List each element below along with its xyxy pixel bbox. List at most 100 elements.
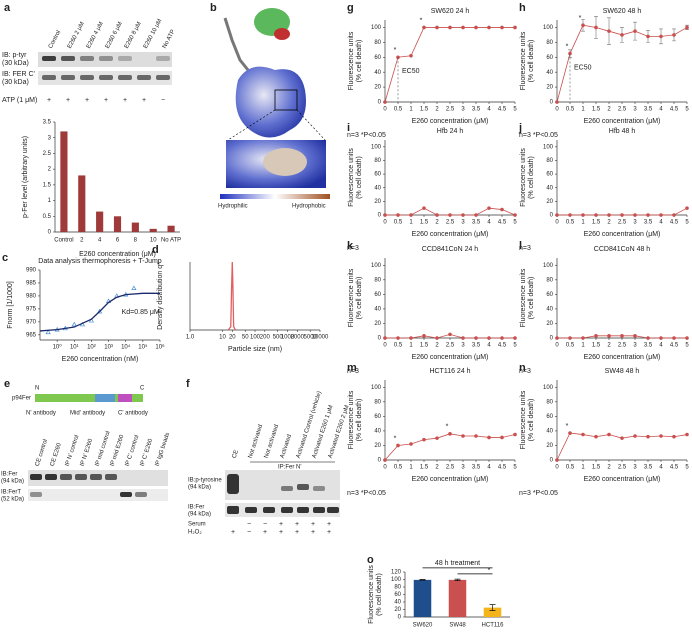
point xyxy=(607,432,611,437)
point xyxy=(409,213,413,217)
point xyxy=(646,213,650,217)
y-tick-label: 0 xyxy=(550,213,554,219)
y-tick-label: 40 xyxy=(374,185,381,191)
x-tick-label: 1 xyxy=(581,465,585,471)
x-tick-label: 0.5 xyxy=(566,343,575,349)
x-tick-label: 4.5 xyxy=(498,465,507,471)
sign: + xyxy=(327,521,331,528)
annotation: Kd=0.85 μM xyxy=(122,309,160,316)
lane-label: IP C' control xyxy=(125,434,141,467)
row-label: IB:Fer xyxy=(188,505,204,511)
ip-label: IP:Fer N' xyxy=(278,465,301,471)
x-tick-label: 4 xyxy=(98,238,102,244)
point xyxy=(685,25,689,30)
x-tick-label: 0 xyxy=(555,220,559,226)
chart-title: Hfb 48 h xyxy=(609,128,636,135)
lane-label: E260 4 μM xyxy=(86,21,105,50)
sign: + xyxy=(142,97,146,104)
point xyxy=(513,213,517,217)
error-bar xyxy=(419,579,426,581)
lane-label: IP C' E260 xyxy=(140,438,155,467)
point xyxy=(633,434,637,438)
point xyxy=(383,458,387,462)
x-tick-label: 500 xyxy=(273,335,284,341)
x-axis-label: E260 concentration (μM) xyxy=(584,476,661,483)
x-tick-label: Control xyxy=(54,238,73,244)
lane-label: IP mid E260 xyxy=(110,434,126,467)
line xyxy=(227,261,237,331)
x-axis-label: E260 concentration (μM) xyxy=(412,118,489,125)
x-tick-label: 2.5 xyxy=(446,107,455,113)
y-axis-label: Fluorescence units xyxy=(520,390,527,449)
significance: * xyxy=(394,47,397,54)
x-tick-label: 10 xyxy=(219,335,226,341)
point xyxy=(555,100,559,104)
x-tick-label: 2.5 xyxy=(618,107,627,113)
point xyxy=(500,207,504,212)
point xyxy=(474,213,478,217)
x-tick-label: 4 xyxy=(659,465,663,471)
x-tick-label: 10⁵ xyxy=(138,344,148,351)
y-tick-label: 100 xyxy=(371,385,382,391)
protein-label: p94Fer xyxy=(12,396,31,402)
lane-label: IP IgG beads xyxy=(155,432,171,467)
x-tick-label: 0.5 xyxy=(566,107,575,113)
row-label: ATP (1 μM) xyxy=(2,97,37,104)
x-tick-label: 1 xyxy=(409,465,413,471)
y-axis-label: Density distribution q* xyxy=(157,262,164,330)
point xyxy=(513,432,517,437)
bar xyxy=(78,175,86,232)
x-tick-label: 3 xyxy=(633,343,637,349)
annotation: EC50 xyxy=(402,68,420,75)
point xyxy=(633,334,637,338)
point xyxy=(555,336,559,340)
lane-label: E260 8 μM xyxy=(124,21,143,50)
x-tick-label: 2 xyxy=(607,343,611,349)
point xyxy=(685,432,689,437)
y-axis-label: Fnorm [1/1000] xyxy=(7,281,14,329)
panel-label: b xyxy=(210,2,217,14)
panel-label: d xyxy=(152,244,159,256)
chart-title: CCD841CoN 48 h xyxy=(594,246,651,253)
line xyxy=(384,433,516,461)
y-tick-label: 100 xyxy=(543,385,554,391)
y-tick-label: 1 xyxy=(48,198,52,204)
bar xyxy=(60,131,68,232)
y-tick-label: 60 xyxy=(546,292,553,298)
y-tick-label: 0 xyxy=(378,100,382,106)
x-tick-label: 1.5 xyxy=(592,107,601,113)
y-tick-label: 0 xyxy=(48,230,52,236)
point xyxy=(568,431,572,435)
signs: − − + + + ++ − + + + + + xyxy=(231,521,331,536)
y-axis-label: Fluorescence units xyxy=(348,31,355,90)
x-tick-label: 0 xyxy=(383,220,387,226)
x-tick-label: 4 xyxy=(659,107,663,113)
y-tick-label: 120 xyxy=(391,570,402,576)
bar xyxy=(96,211,104,232)
row-label: IB:FerT xyxy=(1,490,21,496)
x-tick-label: 5 xyxy=(685,465,689,471)
blot xyxy=(225,470,340,500)
y-axis-label: (% cell death) xyxy=(356,399,363,442)
y-tick-label: 990 xyxy=(26,268,37,274)
note: n=3 *P<0.05 xyxy=(519,490,558,497)
point xyxy=(659,213,663,217)
sign: + xyxy=(47,97,51,104)
point xyxy=(594,434,598,439)
x-tick-label: 2 xyxy=(435,220,439,226)
x-tick-label: 4 xyxy=(487,465,491,471)
point xyxy=(500,25,504,30)
significance: * xyxy=(420,17,423,24)
point xyxy=(435,436,439,440)
row-label: IB: p-tyr xyxy=(2,52,27,59)
x-tick-label: 4.5 xyxy=(670,343,679,349)
x-axis-label: E260 concentration (μM) xyxy=(412,354,489,361)
y-tick-label: 2.5 xyxy=(43,151,52,157)
chart-title: SW620 24 h xyxy=(431,8,470,15)
point xyxy=(555,213,559,217)
point xyxy=(581,213,585,217)
x-axis-label: E260 concentration (μM) xyxy=(412,231,489,238)
sign: − xyxy=(161,97,165,104)
x-tick-label: 0.5 xyxy=(394,465,403,471)
